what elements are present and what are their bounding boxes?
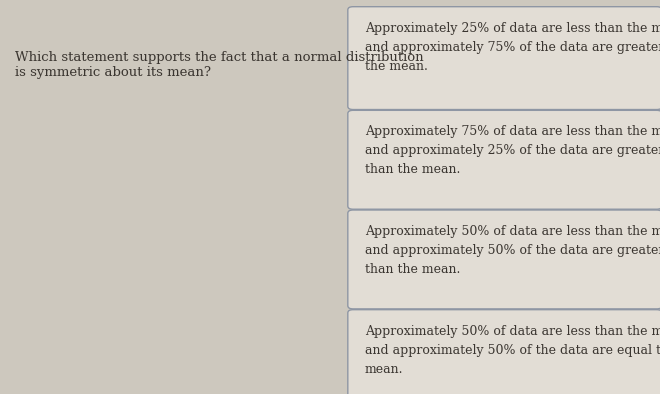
FancyBboxPatch shape <box>348 210 660 309</box>
Text: Approximately 25% of data are less than the mean,
and approximately 75% of the d: Approximately 25% of data are less than … <box>365 22 660 72</box>
Text: Approximately 75% of data are less than the mean,
and approximately 25% of the d: Approximately 75% of data are less than … <box>365 125 660 176</box>
Text: Approximately 50% of data are less than the mean,
and approximately 50% of the d: Approximately 50% of data are less than … <box>365 325 660 375</box>
FancyBboxPatch shape <box>348 310 660 394</box>
Text: Which statement supports the fact that a normal distribution
is symmetric about : Which statement supports the fact that a… <box>15 51 423 79</box>
Text: Approximately 50% of data are less than the mean,
and approximately 50% of the d: Approximately 50% of data are less than … <box>365 225 660 276</box>
FancyBboxPatch shape <box>348 7 660 110</box>
FancyBboxPatch shape <box>348 110 660 209</box>
